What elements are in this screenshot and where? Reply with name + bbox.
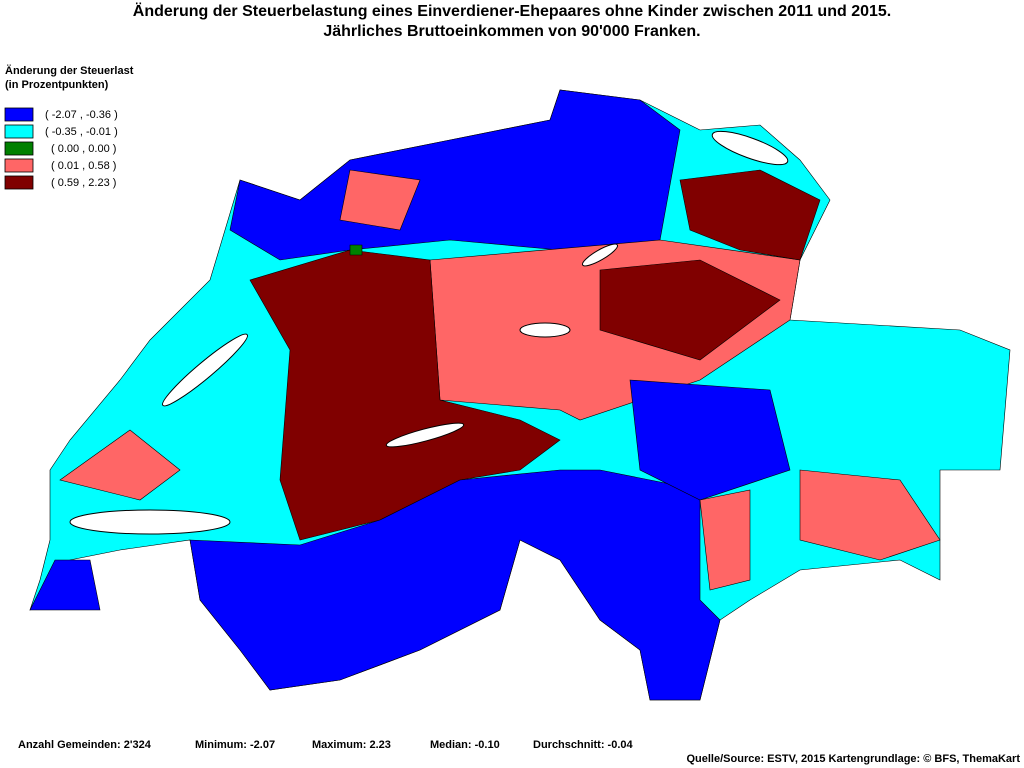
- legend-subtitle: (in Prozentpunkten): [5, 79, 109, 91]
- legend-swatch: [4, 175, 34, 190]
- lake: [711, 130, 789, 166]
- lake: [69, 509, 231, 535]
- legend-label: ( -2.07 , -0.36 ): [45, 109, 118, 121]
- region: [189, 469, 721, 701]
- lake: [385, 422, 465, 448]
- region: [349, 244, 363, 256]
- region: [229, 89, 681, 261]
- stat-median: Median: -0.10: [430, 739, 500, 751]
- lake: [162, 333, 248, 407]
- legend-label: ( 0.59 , 2.23 ): [51, 177, 116, 189]
- legend-title: Änderung der Steuerlast: [5, 64, 134, 77]
- region: [599, 259, 781, 361]
- region: [629, 379, 791, 501]
- region: [699, 489, 751, 591]
- legend-label: ( 0.00 , 0.00 ): [51, 143, 116, 155]
- stat-count: Anzahl Gemeinden: 2'324: [18, 739, 152, 751]
- lake: [582, 243, 618, 267]
- stat-mean: Durchschnitt: -0.04: [533, 739, 634, 751]
- legend-swatch: [4, 107, 34, 122]
- region: [59, 429, 181, 501]
- legend: ( -2.07 , -0.36 ) ( -0.35 , -0.01 ) ( 0.00…: [4, 107, 118, 190]
- stat-max: Maximum: 2.23: [312, 739, 391, 751]
- region: [339, 169, 421, 231]
- region: [29, 559, 101, 611]
- region: [799, 469, 941, 561]
- legend-swatch: [4, 141, 34, 156]
- map: [29, 89, 1011, 701]
- legend-label: ( 0.01 , 0.58 ): [51, 160, 116, 172]
- region: [679, 169, 821, 261]
- source: Quelle/Source: ESTV, 2015 Kartengrundlag…: [686, 753, 1020, 765]
- stat-min: Minimum: -2.07: [195, 739, 275, 751]
- title: Änderung der Steuerbelastung eines Einve…: [133, 2, 891, 20]
- subtitle: Jährliches Bruttoeinkommen von 90'000 Fr…: [323, 23, 700, 40]
- legend-swatch: [4, 124, 34, 139]
- region: [249, 249, 561, 541]
- lake: [519, 322, 571, 338]
- legend-label: ( -0.35 , -0.01 ): [45, 126, 118, 138]
- legend-swatch: [4, 158, 34, 173]
